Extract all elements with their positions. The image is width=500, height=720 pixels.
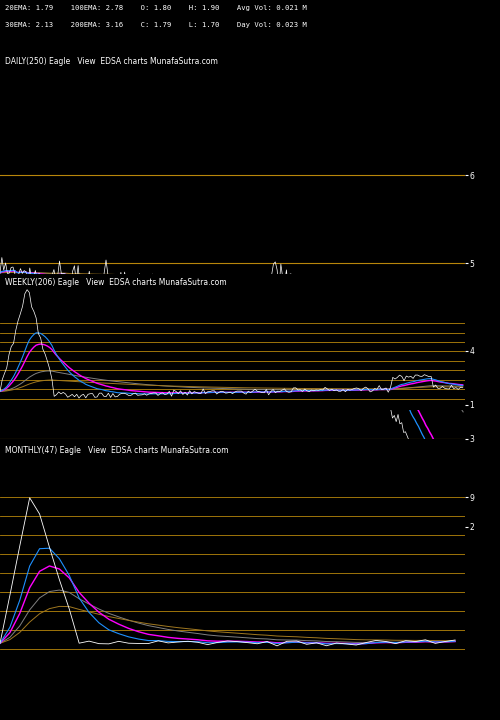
Text: MONTHLY(47) Eagle   View  EDSA charts MunafaSutra.com: MONTHLY(47) Eagle View EDSA charts Munaf… bbox=[4, 446, 228, 455]
Text: 20EMA: 1.79    100EMA: 2.78    O: 1.80    H: 1.90    Avg Vol: 0.021 M: 20EMA: 1.79 100EMA: 2.78 O: 1.80 H: 1.90… bbox=[5, 5, 307, 11]
Text: DAILY(250) Eagle   View  EDSA charts MunafaSutra.com: DAILY(250) Eagle View EDSA charts Munafa… bbox=[4, 57, 218, 66]
Text: 30EMA: 2.13    200EMA: 3.16    C: 1.79    L: 1.70    Day Vol: 0.023 M: 30EMA: 2.13 200EMA: 3.16 C: 1.79 L: 1.70… bbox=[5, 22, 307, 28]
Text: WEEKLY(206) Eagle   View  EDSA charts MunafaSutra.com: WEEKLY(206) Eagle View EDSA charts Munaf… bbox=[4, 278, 226, 287]
